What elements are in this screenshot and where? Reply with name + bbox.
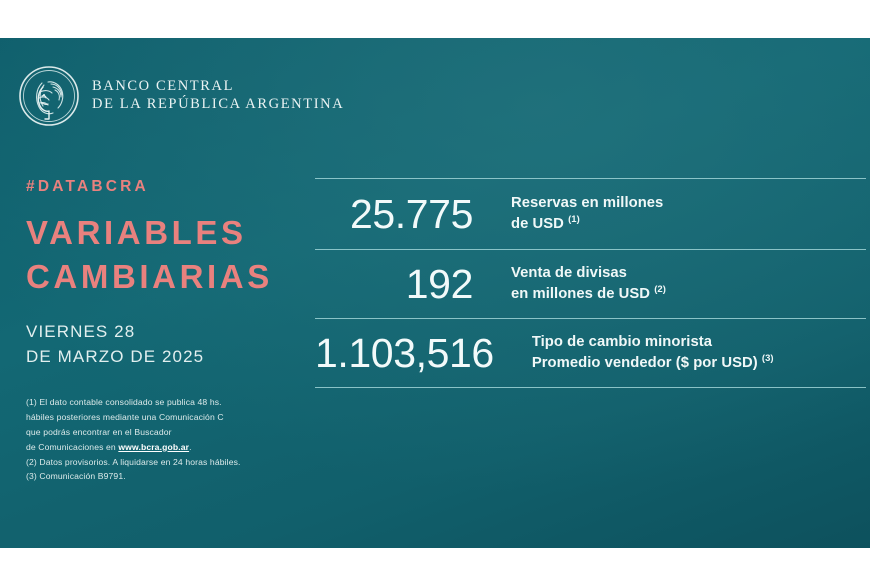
metric-label-tipo-cambio: Tipo de cambio minorista Promedio vended… xyxy=(532,333,866,373)
footnote-1-line4: de Comunicaciones en www.bcra.gob.ar. xyxy=(26,440,294,455)
metric-footnote-ref-2: (2) xyxy=(654,283,666,295)
footnote-1-line1: (1) El dato contable consolidado se publ… xyxy=(26,397,222,408)
institution-header: Banco Central de la República Argentina xyxy=(18,65,344,127)
footnote-1-line2: hábiles posteriores mediante una Comunic… xyxy=(26,412,224,423)
report-date-line2: DE MARZO DE 2025 xyxy=(26,346,205,366)
metric-label-tipo-cambio-line2: Promedio vendedor ($ por USD) xyxy=(531,354,758,371)
metric-label-tipo-cambio-line1: Tipo de cambio minorista xyxy=(531,333,712,350)
metric-label-venta-divisas-line2: en millones de USD xyxy=(511,285,651,302)
footnotes: (1) El dato contable consolidado se publ… xyxy=(26,395,294,484)
divider-bottom xyxy=(315,387,866,388)
metric-label-reservas: Reservas en millones de USD (1) xyxy=(511,194,866,234)
metric-value-tipo-cambio: 1.103,516 xyxy=(315,329,494,376)
footnote-1-line4-suffix: . xyxy=(189,441,192,452)
divider-1 xyxy=(315,249,866,250)
teal-panel: Banco Central de la República Argentina … xyxy=(0,38,870,548)
hashtag-databcra: #DATABCRA xyxy=(26,178,149,195)
page-title: VARIABLES CAMBIARIAS xyxy=(26,211,298,298)
divider-top xyxy=(315,178,866,179)
footnote-2: (2) Datos provisorios. A liquidarse en 2… xyxy=(26,456,241,467)
page-title-line1: VARIABLES xyxy=(26,214,247,251)
metric-label-reservas-line1: Reservas en millones xyxy=(511,194,664,211)
footnote-3: (3) Comunicación B9791. xyxy=(26,471,126,482)
table-row: 1.103,516 Tipo de cambio minorista Prome… xyxy=(315,319,866,387)
metric-value-venta-divisas: 192 xyxy=(405,260,474,307)
metric-footnote-ref-1: (1) xyxy=(568,213,580,225)
metrics-table: 25.775 Reservas en millones de USD (1) 1… xyxy=(315,178,866,388)
bcra-medallion-icon xyxy=(18,65,80,127)
institution-name: Banco Central de la República Argentina xyxy=(92,78,344,113)
metric-label-venta-divisas-line1: Venta de divisas xyxy=(511,264,627,281)
institution-name-line1: Banco Central xyxy=(92,78,235,95)
left-column: #DATABCRA VARIABLES CAMBIARIAS VIERNES 2… xyxy=(26,178,298,484)
report-date-line1: VIERNES 28 xyxy=(26,322,136,342)
metric-value-reservas: 25.775 xyxy=(349,190,473,237)
metric-footnote-ref-3: (3) xyxy=(761,352,774,364)
institution-name-line2: de la República Argentina xyxy=(92,96,345,112)
page-title-line2: CAMBIARIAS xyxy=(26,257,273,295)
divider-2 xyxy=(315,318,866,319)
bcra-website-link[interactable]: www.bcra.gob.ar xyxy=(118,441,190,452)
metric-label-reservas-line2: de USD xyxy=(511,215,564,232)
table-row: 25.775 Reservas en millones de USD (1) xyxy=(315,179,866,249)
footnote-1-line4-prefix: de Comunicaciones en xyxy=(26,441,119,452)
table-row: 192 Venta de divisas en millones de USD … xyxy=(315,250,866,318)
footnote-1-line3: que podrás encontrar en el Buscador xyxy=(26,426,172,437)
metric-label-venta-divisas: Venta de divisas en millones de USD (2) xyxy=(511,264,866,304)
report-date: VIERNES 28 DE MARZO DE 2025 xyxy=(26,320,298,369)
